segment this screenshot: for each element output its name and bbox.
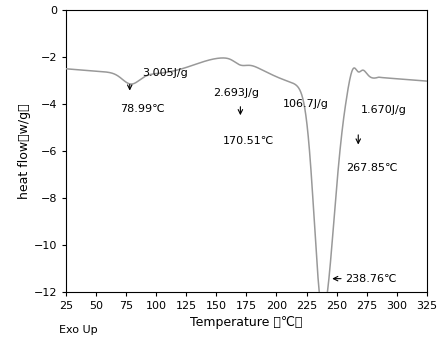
Text: 106.7J/g: 106.7J/g xyxy=(282,99,328,109)
X-axis label: Temperature （℃）: Temperature （℃） xyxy=(190,316,303,329)
Y-axis label: heat flow（w/g）: heat flow（w/g） xyxy=(18,103,31,199)
Text: 2.693J/g: 2.693J/g xyxy=(213,88,259,98)
Text: 1.670J/g: 1.670J/g xyxy=(361,105,407,115)
Text: 78.99℃: 78.99℃ xyxy=(120,104,165,114)
Text: 267.85℃: 267.85℃ xyxy=(346,163,398,174)
Text: 238.76℃: 238.76℃ xyxy=(345,274,396,284)
Text: 170.51℃: 170.51℃ xyxy=(222,137,274,146)
Text: Exo Up: Exo Up xyxy=(59,325,97,335)
Text: 3.005J/g: 3.005J/g xyxy=(142,68,187,78)
